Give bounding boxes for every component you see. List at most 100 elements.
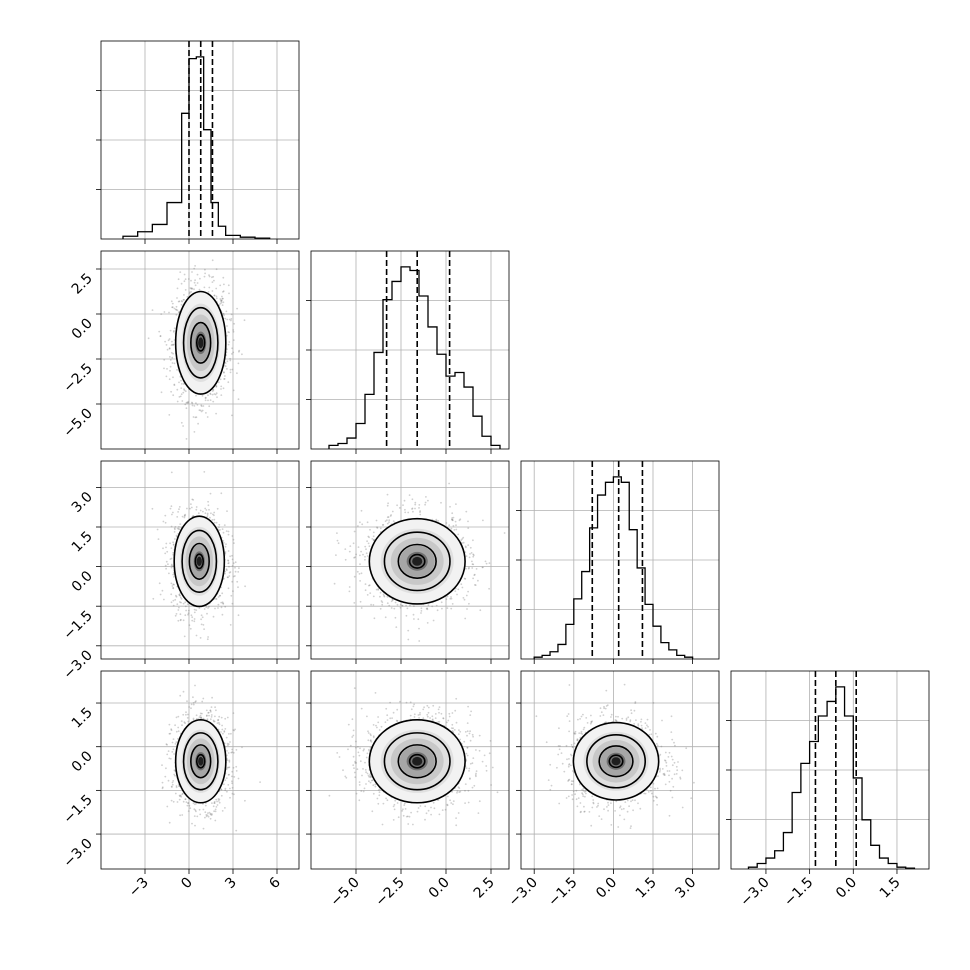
sample-point	[164, 340, 167, 343]
sample-point	[169, 507, 172, 510]
sample-point	[195, 506, 198, 508]
sample-point	[464, 578, 467, 580]
sample-point	[189, 291, 191, 294]
sample-point	[165, 344, 168, 346]
sample-point	[203, 628, 206, 630]
sample-point	[169, 732, 172, 735]
sample-point	[174, 598, 177, 601]
sample-point	[222, 301, 225, 304]
sample-point	[195, 508, 198, 511]
density-shade-5	[198, 337, 204, 349]
sample-point	[182, 425, 185, 427]
sample-point	[218, 526, 220, 529]
sample-point	[407, 638, 410, 641]
sample-point	[238, 567, 240, 569]
sample-point	[194, 803, 196, 806]
sample-point	[233, 322, 236, 325]
sample-point	[187, 713, 189, 716]
sample-point	[222, 603, 225, 605]
sample-point	[357, 546, 360, 548]
sample-point	[227, 533, 230, 536]
sample-point	[173, 330, 175, 332]
sample-point	[183, 273, 186, 276]
sample-point	[235, 765, 238, 768]
sample-point	[195, 416, 198, 419]
sample-point	[221, 601, 224, 604]
sample-point	[390, 514, 392, 516]
sample-point	[237, 586, 239, 589]
sample-point	[214, 715, 216, 718]
sample-point	[211, 696, 214, 699]
sample-point	[211, 813, 213, 815]
sample-point	[196, 815, 199, 818]
sample-point	[170, 728, 173, 731]
sample-point	[176, 801, 179, 803]
sample-point	[171, 306, 174, 309]
sample-point	[386, 516, 389, 519]
sample-point	[191, 401, 193, 404]
sample-point	[223, 283, 225, 286]
sample-point	[164, 514, 167, 517]
sample-point	[194, 416, 197, 419]
sample-point	[420, 610, 423, 612]
sample-point	[219, 529, 221, 531]
sample-point	[183, 515, 186, 517]
sample-point	[208, 714, 210, 717]
sample-point	[210, 706, 213, 708]
sample-point	[203, 275, 206, 278]
histogram-step-line	[122, 56, 271, 239]
sample-point	[204, 816, 206, 819]
sample-point	[218, 721, 220, 724]
sample-point	[457, 533, 460, 536]
sample-point	[175, 595, 178, 598]
sample-point	[178, 794, 181, 797]
sample-point	[413, 605, 415, 607]
sample-point	[224, 807, 226, 809]
sample-point	[366, 594, 369, 596]
sample-point	[182, 619, 185, 622]
sample-point	[223, 730, 226, 732]
sample-point	[230, 732, 232, 735]
sample-point	[425, 607, 428, 610]
sample-point	[193, 405, 196, 407]
sample-point	[208, 286, 211, 289]
sample-point	[389, 515, 392, 517]
sample-point	[171, 362, 174, 364]
sample-point	[198, 607, 201, 609]
sample-point	[220, 716, 223, 719]
sample-point	[224, 570, 227, 573]
sample-point	[219, 378, 222, 381]
sample-point	[168, 572, 170, 575]
sample-point	[181, 515, 184, 518]
sample-point	[223, 378, 226, 380]
sample-point	[172, 604, 175, 607]
sample-point	[173, 307, 176, 310]
sample-point	[234, 575, 236, 577]
sample-point	[197, 422, 200, 425]
sample-point	[183, 389, 186, 392]
sample-point	[375, 519, 378, 522]
sample-point	[366, 555, 369, 557]
sample-point	[229, 368, 232, 371]
sample-point	[161, 787, 164, 790]
sample-point	[165, 542, 168, 545]
sample-point	[179, 694, 182, 697]
sample-point	[208, 405, 211, 408]
sample-point	[214, 810, 217, 813]
sample-point	[451, 512, 454, 515]
contour-line-2	[190, 321, 212, 364]
sample-point	[225, 777, 228, 779]
sample-point	[176, 297, 178, 299]
sample-point	[231, 775, 233, 778]
sample-point	[184, 601, 187, 604]
sample-point	[215, 268, 218, 271]
sample-point	[179, 395, 182, 398]
sample-point	[472, 563, 475, 566]
sample-point	[178, 396, 181, 398]
sample-point	[231, 602, 234, 605]
sample-point	[396, 603, 399, 606]
sample-point	[205, 814, 208, 816]
sample-point	[451, 519, 454, 522]
sample-point	[472, 539, 474, 542]
sample-point	[177, 300, 180, 303]
